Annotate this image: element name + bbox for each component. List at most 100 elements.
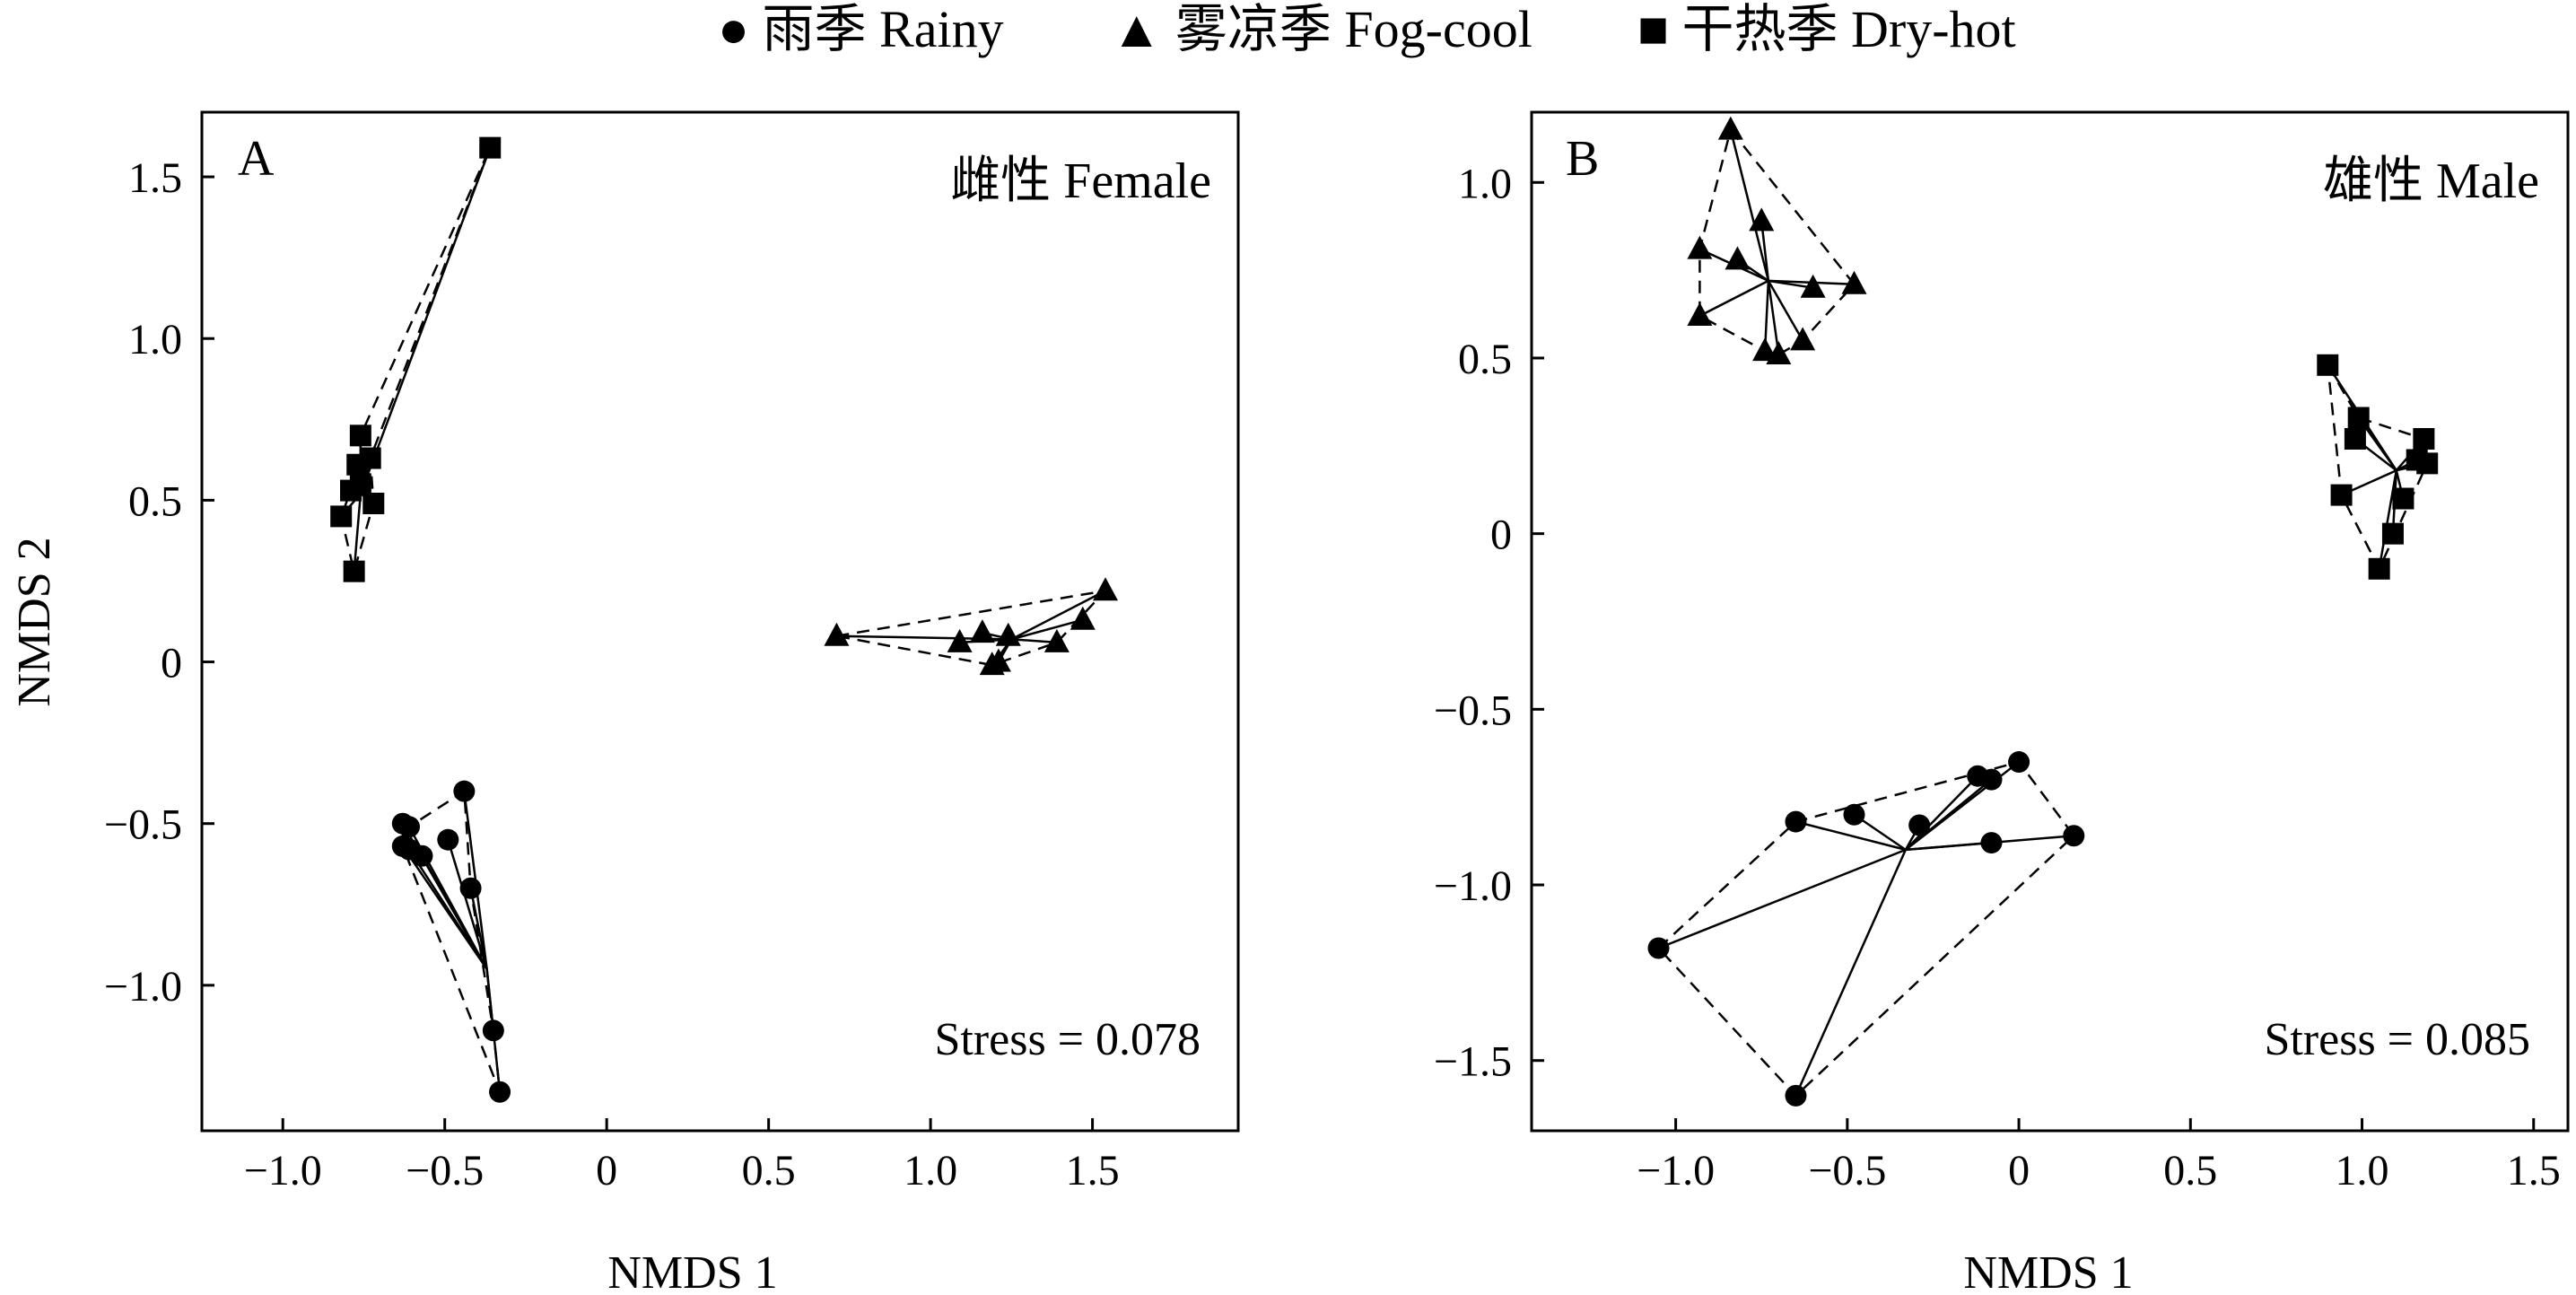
panel-b-rainy-point <box>1980 768 2003 791</box>
panel-b-dry-hot-point <box>2344 427 2366 450</box>
panel-b-xtick-label: 0 <box>2008 1147 2030 1194</box>
panel-b-rainy-spoke <box>1794 849 1908 1097</box>
panel-b-dry-hot-point <box>2413 427 2435 450</box>
panel-a-ytick-label: 0.5 <box>128 477 182 525</box>
panel-a-rainy-point <box>459 877 482 899</box>
panel-a-label: A <box>238 131 275 187</box>
panel-b-dry-hot-point <box>2416 452 2439 475</box>
panel-b-fog-cool-point <box>1841 270 1867 294</box>
panel-b-rainy-point <box>1980 832 2003 854</box>
panel-a-xlabel: NMDS 1 <box>607 1247 777 1295</box>
panel-a-dry-hot-spoke <box>353 494 362 572</box>
panel-a-fog-cool-point <box>1093 577 1119 601</box>
panel-a-fog-cool-point <box>1070 606 1096 630</box>
panel-b-rainy-spoke <box>1658 848 1907 949</box>
panel-b-xtick-label: −1.0 <box>1637 1147 1715 1194</box>
panel-a-ytick-label: −0.5 <box>104 801 182 849</box>
panel-b-fog-cool-hull <box>1698 127 1856 356</box>
panel-b-rainy-spoke <box>1795 820 1907 852</box>
panel-b-ytick-label: 1.0 <box>1458 160 1512 207</box>
panel-a-dry-hot-spoke <box>359 147 492 494</box>
panel-b-fog-cool-spoke <box>1767 280 1804 342</box>
panel-b-fog-cool-point <box>1749 207 1775 232</box>
panel-a-dry-hot-point <box>479 136 502 159</box>
panel-a-ytick-label: 1.5 <box>128 154 182 202</box>
panel-a-ytick-label: −1.0 <box>104 963 182 1011</box>
panel-a-rainy-point <box>411 844 433 867</box>
panel-a-fog-cool-spoke <box>1010 590 1106 641</box>
panel-b-ytick-label: 0.5 <box>1458 336 1512 383</box>
panel-a-ytick-label: 1.0 <box>128 316 182 363</box>
panel-b-fog-cool-spoke <box>1767 280 1780 355</box>
panel-b-fog-cool-point <box>1800 274 1826 298</box>
panel-a-ytick-label: 0 <box>161 640 182 687</box>
panel-b: B 雄性 Male Stress = 0.085 NMDS 1 −1.0 −0.5… <box>1434 110 2570 1295</box>
panel-a-xtick-label: 1.0 <box>904 1147 957 1194</box>
panel-a-rainy-spoke <box>447 839 488 970</box>
panel-a-xtick-label: 0 <box>596 1147 617 1194</box>
legend: ● 雨季 Rainy ▲ 雾凉季 Fog-cool ■ 干热季 Dry-hot <box>718 0 2016 58</box>
panel-a-rainy-point <box>398 816 420 838</box>
panel-b-title: 雄性 Male <box>2323 153 2539 209</box>
panel-b-rainy-point <box>1785 810 1807 833</box>
panel-b-ytick-label: −1.0 <box>1434 862 1512 910</box>
panel-a-xtick-label: 1.5 <box>1066 1147 1120 1194</box>
panel-b-frame <box>1530 110 2570 1133</box>
panel-b-rainy-point <box>1785 1084 1807 1107</box>
panel-b-fog-cool-point <box>1717 116 1743 140</box>
panel-b-fog-cool-spoke <box>1729 129 1770 282</box>
panel-b-dry-hot-point <box>2368 557 2390 580</box>
panel-b-ytick-label: −0.5 <box>1434 687 1512 734</box>
panel-b-ytick-label: 0 <box>1490 512 1512 559</box>
panel-b-rainy-point <box>1647 937 1670 959</box>
panel-a-fog-cool-spoke <box>1011 638 1057 644</box>
panel-a-fog-cool-point <box>1043 628 1070 652</box>
panel-a-stress: Stress = 0.078 <box>934 1014 1201 1065</box>
panel-b-marks <box>1647 116 2439 1107</box>
legend-item-dry-hot: ■ 干热季 Dry-hot <box>1637 0 2016 58</box>
panel-a-rainy-spoke <box>469 888 488 970</box>
panel-b-dry-hot-spoke <box>2378 469 2398 570</box>
panel-b-label: B <box>1566 131 1599 187</box>
panel-b-xtick-label: 0.5 <box>2163 1147 2217 1194</box>
panel-a-fog-cool-point <box>985 648 1011 672</box>
panel-a-fog-cool-spoke <box>1011 618 1084 641</box>
panel-a: A 雌性 Female Stress = 0.078 NMDS 1 NMDS 2… <box>9 110 1240 1295</box>
panel-b-fog-cool-spoke <box>1698 279 1769 318</box>
legend-item-rainy: ● 雨季 Rainy <box>718 0 1004 58</box>
panel-a-fog-cool-point <box>824 622 850 646</box>
panel-a-fog-cool-hull <box>836 589 1109 667</box>
panel-a-dry-hot-point <box>343 560 365 582</box>
panel-a-title: 雌性 Female <box>950 153 1211 209</box>
panel-b-rainy-spoke <box>1904 774 1979 851</box>
panel-b-rainy-spoke <box>1905 761 2020 851</box>
panel-a-dry-hot-point <box>359 447 381 469</box>
panel-b-rainy-point <box>1843 803 1865 826</box>
panel-b-stress: Stress = 0.085 <box>2264 1014 2530 1065</box>
panel-b-xlabel: NMDS 1 <box>1963 1247 2133 1295</box>
panel-b-ytick-label: −1.5 <box>1434 1038 1512 1086</box>
panel-b-fog-cool-point <box>1790 327 1816 351</box>
panel-a-rainy-point <box>453 780 476 802</box>
panel-b-dry-hot-point <box>2381 522 2404 545</box>
panel-b-dry-hot-point <box>2330 484 2353 506</box>
panel-a-dry-hot-point <box>349 424 371 447</box>
panel-a-xtick-label: 0.5 <box>742 1147 796 1194</box>
panel-b-dry-hot-point <box>2347 407 2370 429</box>
panel-b-fog-cool-point <box>1687 235 1713 259</box>
panel-a-marks <box>330 136 1119 1103</box>
panel-b-rainy-point <box>2063 825 2085 847</box>
panel-a-ticks: −1.0 −0.5 0 0.5 1.0 1.5 −1.0 −0.5 0 0.5 1.0 1.5 <box>104 154 1120 1194</box>
panel-b-dry-hot-point <box>2317 354 2339 376</box>
panel-b-rainy-point <box>2008 751 2030 774</box>
panel-a-dry-hot-point <box>330 505 353 528</box>
panel-b-xtick-label: 1.0 <box>2336 1147 2389 1194</box>
panel-b-fog-cool-point <box>1766 341 1792 365</box>
panel-a-xtick-label: −0.5 <box>406 1147 484 1194</box>
panel-b-ticks: −1.0 −0.5 0 0.5 1.0 1.5 −1.5 −1.0 −0.5 0 0.5 1.0 <box>1434 160 2561 1194</box>
panel-b-rainy-point <box>1908 814 1931 836</box>
panel-a-frame <box>200 110 1240 1133</box>
panel-b-fog-cool-point <box>1687 302 1713 326</box>
panel-b-dry-hot-point <box>2392 487 2414 510</box>
